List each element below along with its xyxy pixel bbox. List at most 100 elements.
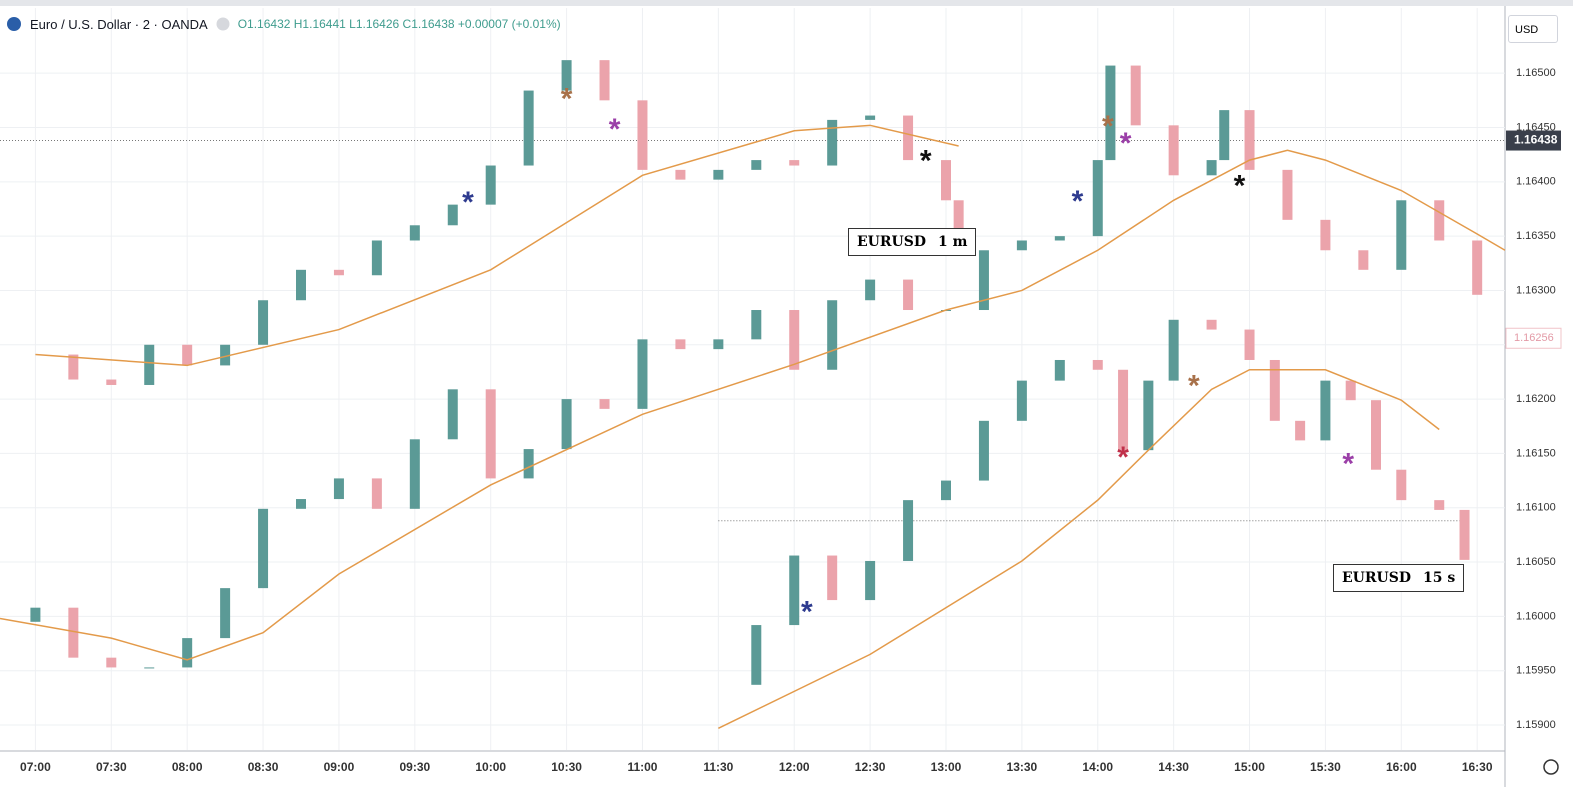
settings-icon[interactable] <box>1543 759 1559 775</box>
candle <box>751 625 762 685</box>
asterisk-marker: * <box>462 186 474 219</box>
candle <box>903 279 914 311</box>
candle <box>599 60 610 101</box>
candle <box>409 439 420 509</box>
currency-button[interactable]: USD <box>1508 15 1558 43</box>
candle <box>1244 110 1255 170</box>
candle <box>675 169 686 180</box>
asterisk-marker: * <box>1120 127 1132 160</box>
asterisk-marker: * <box>1234 170 1246 203</box>
candle <box>296 269 306 301</box>
candle <box>523 90 534 166</box>
candle <box>1092 359 1103 370</box>
candle <box>258 508 269 589</box>
y-tick-label: 1.16100 <box>1516 502 1556 514</box>
candle <box>1320 219 1331 251</box>
asterisk-marker: * <box>1102 110 1114 143</box>
candle <box>220 588 231 639</box>
candle <box>637 339 648 409</box>
candle <box>1282 169 1293 220</box>
y-tick-label: 1.16400 <box>1516 176 1556 188</box>
candle <box>1434 500 1445 510</box>
candle <box>1345 380 1356 401</box>
candle <box>1118 369 1129 451</box>
candle <box>789 555 800 626</box>
candle <box>827 119 838 166</box>
x-tick-label: 12:30 <box>855 760 886 774</box>
asterisk-marker: * <box>1117 441 1129 474</box>
candle <box>561 399 572 450</box>
marked-price-label: 1.16256 <box>1514 332 1554 344</box>
collapse-button[interactable] <box>216 17 230 31</box>
candle <box>1459 509 1470 560</box>
moving-average <box>35 124 959 367</box>
x-tick-label: 13:00 <box>931 760 962 774</box>
candle <box>751 310 762 340</box>
annotation-box: EURUSD 1 m <box>848 228 977 256</box>
candle <box>182 638 193 668</box>
candle <box>1219 110 1230 161</box>
candle <box>144 667 155 669</box>
y-tick-label: 1.16450 <box>1516 121 1556 133</box>
candle <box>1206 160 1217 176</box>
annotation-symbol: EURUSD <box>1342 570 1411 586</box>
candle <box>30 607 41 622</box>
candle <box>827 555 838 601</box>
candle <box>941 160 951 201</box>
last-price-box <box>1506 130 1561 151</box>
annotation-symbol: EURUSD <box>857 234 926 250</box>
candle <box>485 389 496 479</box>
y-tick-label: 1.16200 <box>1516 393 1556 405</box>
candle <box>903 115 914 161</box>
asterisk-marker: * <box>609 113 621 146</box>
candle <box>953 200 964 251</box>
candle <box>675 339 686 350</box>
candle <box>258 300 269 345</box>
candle <box>1269 359 1280 421</box>
candle <box>68 354 79 380</box>
candle <box>1143 380 1154 451</box>
candle <box>144 344 155 385</box>
candle <box>1130 65 1141 126</box>
x-tick-label: 10:30 <box>551 760 582 774</box>
candle <box>371 240 382 276</box>
candle <box>106 657 117 668</box>
asterisk-marker: * <box>920 145 932 178</box>
candle <box>1168 125 1179 176</box>
candle <box>561 60 572 91</box>
candle <box>978 250 989 311</box>
candle <box>1105 65 1116 161</box>
y-tick-label: 1.15950 <box>1516 665 1556 677</box>
asterisk-marker: * <box>1342 448 1354 481</box>
moving-average <box>0 149 1506 661</box>
x-tick-label: 15:30 <box>1310 760 1341 774</box>
candle <box>1168 319 1179 381</box>
x-tick-label: 12:00 <box>779 760 810 774</box>
moving-average <box>718 369 1440 729</box>
candle <box>296 499 306 509</box>
candle <box>941 480 951 501</box>
asterisk-marker: * <box>801 595 813 628</box>
candle <box>182 344 193 366</box>
candle <box>220 344 231 366</box>
candle <box>1016 240 1027 251</box>
candle <box>751 160 762 170</box>
annotation-timeframe: 1 m <box>937 234 968 250</box>
candle <box>447 389 458 440</box>
candle <box>865 115 876 120</box>
candle <box>789 310 800 370</box>
marked-price-box <box>1505 327 1562 349</box>
candle <box>523 449 534 479</box>
ohlc-values: O1.16432 H1.16441 L1.16426 C1.16438 +0.0… <box>237 17 561 31</box>
candle <box>333 269 344 276</box>
x-tick-label: 11:00 <box>627 760 657 774</box>
header: Euro / U.S. Dollar · 2 · OANDA O1.16432 … <box>6 16 561 32</box>
x-tick-label: 07:30 <box>96 760 127 774</box>
candle <box>1295 420 1306 441</box>
candle <box>447 204 458 226</box>
candle <box>1472 240 1483 295</box>
x-tick-label: 08:30 <box>248 760 279 774</box>
candle <box>713 169 724 180</box>
candle <box>1092 160 1103 237</box>
